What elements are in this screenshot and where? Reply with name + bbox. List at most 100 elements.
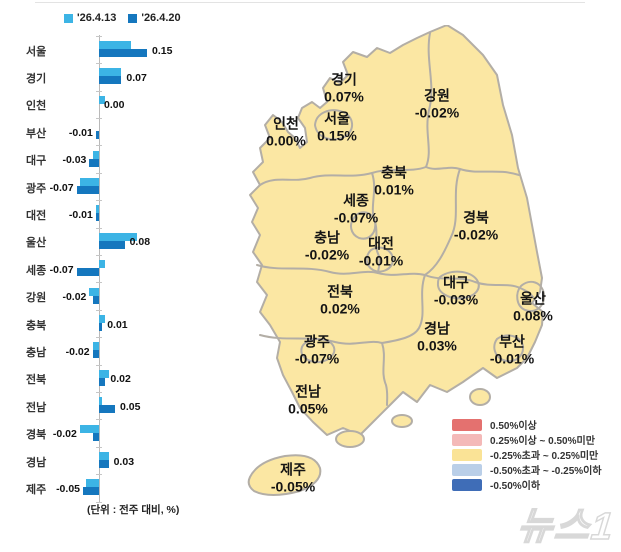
map-label-서울: 서울 0.15% [317, 111, 357, 144]
region-name: 세종 [343, 192, 369, 209]
category-label-세종: 세종 [26, 264, 47, 277]
legend-label: '26.4.20 [141, 12, 181, 24]
map-legend-label: -0.25%초과 ~ 0.25%미만 [490, 451, 599, 462]
region-value: 0.08% [513, 307, 553, 323]
region-name: 울산 [520, 290, 546, 307]
weekly-price-bar-chart: '26.4.13 '26.4.20 서울 0.15 경기 0.07 인천 0.00 부산 -0.… [0, 0, 210, 552]
sejong-border [350, 211, 377, 240]
chart-series-legend: '26.4.13 '26.4.20 [64, 12, 181, 24]
map-label-울산: 울산 0.08% [513, 291, 553, 324]
value-label-경남: 0.03 [113, 455, 135, 468]
bar-울산-'26.4.13 [99, 232, 138, 241]
bar-울산-'26.4.20 [99, 240, 125, 249]
bar-경남-'26.4.20 [99, 460, 109, 468]
map-legend-row-3: -0.50%초과 ~ -0.25%이하 [452, 462, 602, 477]
axis-tick [96, 501, 102, 503]
bar-대구-'26.4.13 [92, 150, 99, 159]
map-label-전남: 전남 0.05% [288, 384, 328, 417]
top-divider [35, 2, 585, 3]
region-value: 0.00% [266, 132, 306, 148]
region-name: 경남 [424, 320, 450, 337]
bar-충북-'26.4.13 [99, 315, 106, 323]
province-borders [256, 32, 546, 406]
map-legend-label: -0.50%초과 ~ -0.25%이하 [490, 466, 602, 477]
map-label-충북: 충북 0.01% [374, 165, 414, 198]
category-label-부산: 부산 [26, 127, 47, 140]
region-name: 광주 [304, 333, 330, 350]
map-legend-row-0: 0.50%이상 [452, 417, 602, 432]
category-label-경기: 경기 [26, 72, 47, 85]
daejeon-border [365, 246, 394, 273]
region-value: -0.02% [414, 104, 460, 120]
chart-unit-caption: (단위 : 전주 대비, %) [87, 504, 180, 516]
axis-tick [96, 90, 102, 92]
category-label-충북: 충북 [26, 319, 47, 332]
region-value: -0.03% [433, 291, 479, 307]
value-label-울산: 0.08 [129, 236, 151, 249]
value-label-전남: 0.05 [120, 400, 141, 413]
bar-세종-'26.4.13 [99, 260, 106, 269]
bar-충남-'26.4.13 [92, 342, 99, 351]
bar-대전-'26.4.20 [95, 213, 99, 222]
bar-제주-'26.4.20 [83, 487, 99, 496]
legend-label: '26.4.13 [77, 12, 117, 24]
value-label-인천: 0.00 [104, 99, 125, 112]
map-label-강원: 강원 -0.02% [415, 88, 459, 121]
daegu-border [436, 270, 480, 300]
legend-item-1: '26.4.20 [128, 12, 181, 24]
bar-서울-'26.4.20 [99, 49, 147, 57]
south-island-1 [335, 430, 365, 448]
bar-서울-'26.4.13 [99, 41, 131, 49]
bar-전남-'26.4.20 [99, 405, 115, 414]
legend-swatch-icon [64, 13, 73, 23]
region-value: 0.02% [320, 300, 360, 316]
map-legend-row-4: -0.50%이하 [452, 477, 602, 492]
region-value: -0.07% [333, 209, 379, 225]
category-label-서울: 서울 [26, 45, 47, 58]
bar-경북-'26.4.20 [92, 432, 99, 441]
bar-대구-'26.4.20 [89, 158, 99, 167]
seoul-border [314, 109, 353, 141]
gwangju-border [300, 338, 336, 364]
legend-item-0: '26.4.13 [64, 12, 116, 24]
bar-충남-'26.4.20 [92, 350, 99, 359]
region-name: 전북 [327, 283, 353, 300]
korea-map [247, 25, 546, 496]
bar-경남-'26.4.13 [99, 452, 109, 460]
axis-tick [96, 446, 102, 448]
legend-swatch-icon [128, 13, 138, 23]
value-label-서울: 0.15 [152, 44, 173, 57]
category-label-강원: 강원 [26, 292, 47, 305]
map-label-대전: 대전 -0.01% [359, 236, 403, 269]
jeju-island-shape [247, 454, 322, 496]
region-value: -0.01% [489, 350, 535, 366]
axis-tick [96, 282, 102, 284]
value-label-광주: -0.07 [49, 181, 74, 194]
map-label-광주: 광주 -0.07% [295, 334, 339, 367]
bar-대전-'26.4.13 [95, 205, 99, 214]
south-island-3 [469, 388, 491, 406]
region-value: -0.01% [358, 252, 404, 268]
value-label-경기: 0.07 [126, 71, 147, 84]
y-axis-line [99, 35, 100, 502]
bar-인천-'26.4.13 [99, 95, 106, 104]
axis-tick [96, 145, 102, 147]
region-value: 0.15% [317, 127, 357, 143]
bar-강원-'26.4.20 [92, 295, 99, 304]
value-label-부산: -0.01 [68, 126, 93, 139]
region-name: 경기 [331, 71, 357, 88]
value-label-충남: -0.02 [65, 345, 90, 358]
bar-충북-'26.4.20 [99, 323, 103, 331]
ulsan-border [516, 280, 546, 312]
region-name: 경북 [463, 209, 489, 226]
category-label-인천: 인천 [26, 100, 47, 113]
bar-광주-'26.4.13 [79, 178, 99, 186]
value-label-제주: -0.05 [56, 482, 80, 495]
map-legend-swatch-icon [452, 478, 482, 491]
value-label-전북: 0.02 [110, 373, 131, 386]
axis-tick [96, 35, 102, 37]
axis-tick [96, 419, 102, 421]
bar-경기-'26.4.13 [99, 68, 122, 77]
map-label-대구: 대구 -0.03% [434, 275, 478, 308]
map-legend-label: -0.50%이하 [490, 481, 541, 492]
